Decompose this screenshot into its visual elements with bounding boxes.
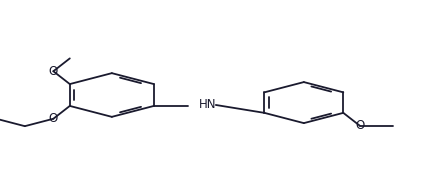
Text: O: O — [355, 119, 364, 132]
Text: O: O — [49, 65, 58, 78]
Text: O: O — [49, 112, 58, 125]
Text: HN: HN — [199, 98, 216, 112]
